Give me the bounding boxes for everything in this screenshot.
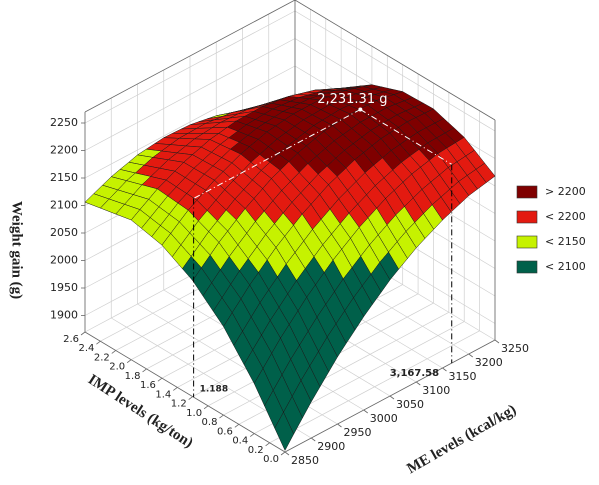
x-tick-label: 3150 — [449, 370, 477, 383]
y-tick-label: 2.0 — [109, 362, 125, 373]
legend-swatch — [516, 260, 538, 274]
z-axis-title: Weight gain (g) — [9, 201, 25, 299]
x-tick-label: 3100 — [422, 384, 450, 397]
y-tick-label: 0.6 — [217, 426, 233, 437]
tick-mark — [468, 353, 473, 358]
tick-mark — [284, 451, 290, 456]
z-tick-label: 2000 — [50, 254, 78, 267]
legend-swatch — [516, 235, 538, 249]
tick-mark — [157, 377, 163, 382]
tick-mark — [494, 339, 500, 344]
z-tick-label: 2100 — [50, 199, 78, 212]
tick-mark — [142, 368, 147, 373]
tick-mark — [442, 367, 447, 372]
tick-mark — [280, 451, 286, 456]
tick-mark — [363, 409, 368, 414]
tick-mark — [203, 405, 209, 410]
tick-mark — [219, 414, 224, 419]
y-tick-label: 0.2 — [248, 445, 264, 456]
y-tick-label: 1.2 — [171, 399, 187, 410]
peak-x-label: 3,167.58 — [390, 368, 439, 379]
y-tick-label: 2.6 — [63, 334, 79, 345]
peak-y-label: 1.188 — [200, 385, 228, 395]
z-tick-label: 1950 — [50, 281, 78, 294]
tick-mark — [249, 433, 255, 437]
y-tick-label: 1.4 — [155, 389, 171, 400]
legend-label: < 2150 — [545, 235, 586, 248]
plot-area: 1900 1950 2000 2050 2100 2150 2200 2250 28502900… — [50, 0, 586, 467]
y-tick-label: 0.4 — [232, 436, 248, 447]
surface-patch — [274, 411, 294, 451]
tick-mark — [416, 381, 421, 386]
tick-mark — [80, 331, 86, 336]
x-tick-label: 2850 — [291, 454, 319, 467]
x-tick-label: 3250 — [501, 342, 529, 355]
legend-swatch — [516, 185, 538, 199]
z-tick-label: 1900 — [50, 309, 78, 322]
legend-swatch — [516, 210, 538, 224]
z-tick-label: 2050 — [50, 226, 78, 239]
x-tick-label: 3200 — [475, 356, 503, 369]
y-tick-label: 2.4 — [78, 343, 94, 354]
grid-line — [294, 10, 496, 132]
z-tick-label: 2150 — [50, 171, 78, 184]
grid-line — [269, 330, 480, 444]
tick-mark — [265, 442, 270, 447]
tick-mark — [188, 396, 193, 400]
y-tick-label: 0.0 — [263, 454, 279, 465]
peak-label: 2,231.31 g — [317, 92, 387, 107]
y-tick-label: 0.8 — [202, 417, 218, 428]
box-edge — [84, 331, 286, 453]
x-tick-label: 2950 — [344, 426, 372, 439]
x-tick-label: 3000 — [370, 412, 398, 425]
tick-mark — [173, 387, 178, 391]
tick-mark — [96, 340, 101, 345]
tick-mark — [337, 423, 342, 428]
tick-mark — [126, 359, 132, 364]
legend-label: < 2200 — [545, 210, 586, 223]
tick-mark — [234, 423, 240, 428]
tick-mark — [389, 395, 395, 400]
y-tick-label: 1.8 — [125, 371, 141, 382]
peak-point — [358, 107, 363, 112]
legend-label: > 2200 — [545, 185, 586, 198]
z-tick-label: 2250 — [50, 116, 78, 129]
x-tick-label: 2900 — [317, 440, 345, 453]
peak-guide — [360, 109, 452, 165]
peak-guide — [193, 109, 361, 199]
y-tick-label: 2.2 — [94, 352, 110, 363]
box-edge — [294, 0, 496, 121]
tick-mark — [311, 437, 316, 442]
legend-label: < 2100 — [545, 260, 586, 273]
y-tick-label: 1.6 — [140, 380, 156, 391]
y-tick-label: 1.0 — [186, 408, 202, 419]
z-tick-label: 2200 — [50, 144, 78, 157]
x-tick-label: 3050 — [396, 398, 424, 411]
x-axis-title: ME levels (kcal/kg) — [404, 402, 519, 478]
tick-mark — [111, 350, 117, 354]
box-edge — [84, 0, 296, 113]
